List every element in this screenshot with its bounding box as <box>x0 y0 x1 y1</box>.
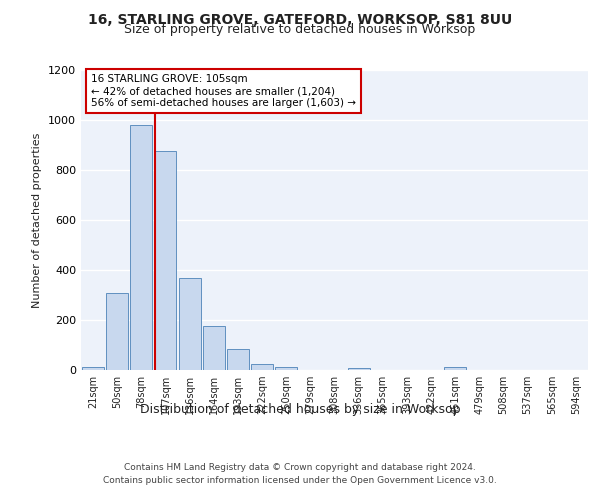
Text: 16, STARLING GROVE, GATEFORD, WORKSOP, S81 8UU: 16, STARLING GROVE, GATEFORD, WORKSOP, S… <box>88 12 512 26</box>
Bar <box>275 367 297 370</box>
Bar <box>155 151 176 370</box>
Bar <box>445 367 466 370</box>
Y-axis label: Number of detached properties: Number of detached properties <box>32 132 43 308</box>
Bar <box>130 125 152 370</box>
Bar <box>82 367 104 370</box>
Text: Size of property relative to detached houses in Worksop: Size of property relative to detached ho… <box>124 22 476 36</box>
Bar <box>179 278 200 370</box>
Bar <box>227 349 249 370</box>
Text: Contains HM Land Registry data © Crown copyright and database right 2024.: Contains HM Land Registry data © Crown c… <box>124 462 476 471</box>
Bar <box>348 368 370 370</box>
Text: Contains public sector information licensed under the Open Government Licence v3: Contains public sector information licen… <box>103 476 497 485</box>
Text: 16 STARLING GROVE: 105sqm
← 42% of detached houses are smaller (1,204)
56% of se: 16 STARLING GROVE: 105sqm ← 42% of detac… <box>91 74 356 108</box>
Bar <box>203 326 224 370</box>
Bar <box>251 364 273 370</box>
Bar <box>106 292 128 370</box>
Text: Distribution of detached houses by size in Worksop: Distribution of detached houses by size … <box>140 402 460 415</box>
